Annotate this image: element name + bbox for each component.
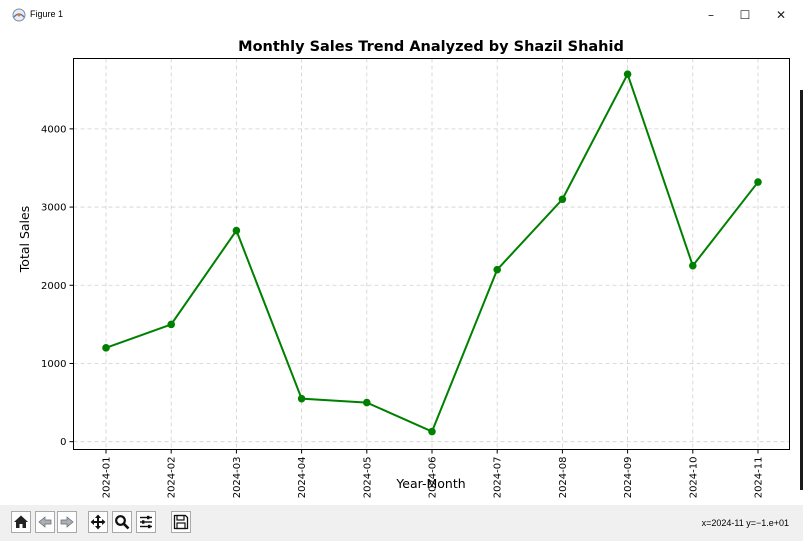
y-axis-label: Total Sales [17, 206, 32, 273]
y-axis-ticks: 0 1000 2000 3000 4000 [41, 124, 74, 448]
back-arrow-icon [38, 516, 52, 528]
y-tick-label: 0 [60, 437, 66, 448]
window-edge [800, 90, 803, 490]
x-axis-ticks: 2024-01 2024-02 2024-03 2024-04 2024-05 2024-… [102, 449, 765, 499]
y-tick-label: 1000 [41, 359, 66, 370]
x-tick-label: 2024-02 [167, 457, 178, 499]
home-icon [14, 515, 28, 528]
line-chart: Monthly Sales Trend Analyzed by Shazil S… [17, 39, 790, 499]
figure-app-icon [12, 8, 26, 22]
pan-icon [90, 514, 106, 530]
maximize-button[interactable]: ☐ [739, 8, 751, 22]
y-tick-label: 3000 [41, 203, 66, 214]
data-point-2024-04 [297, 394, 306, 403]
data-point-2024-05 [363, 398, 371, 407]
data-point-2024-07 [493, 265, 502, 274]
data-point-2024-10 [689, 261, 697, 270]
cursor-coordinates: x=2024-11 y=−1.e+01 [701, 518, 789, 528]
grid-lines [73, 58, 790, 450]
data-point-2024-03 [232, 226, 241, 235]
subplots-icon [140, 515, 152, 529]
close-button[interactable]: ✕ [775, 8, 787, 22]
save-icon [173, 514, 189, 530]
series-line [105, 71, 759, 433]
window-title: Figure 1 [30, 9, 64, 19]
subplots-button[interactable] [136, 511, 156, 533]
window-titlebar: Figure 1 – ☐ ✕ [0, 0, 803, 30]
zoom-button[interactable] [112, 511, 132, 533]
x-tick-label: 2024-09 [623, 457, 634, 499]
x-tick-label: 2024-07 [493, 457, 504, 499]
navigation-toolbar: x=2024-11 y=−1.e+01 [0, 505, 803, 541]
x-tick-label: 2024-08 [558, 457, 569, 499]
data-point-2024-08 [558, 195, 567, 204]
x-tick-label: 2024-03 [232, 457, 243, 499]
x-tick-label: 2024-06 [428, 457, 439, 499]
forward-button[interactable] [57, 511, 77, 533]
data-points [102, 70, 762, 436]
forward-arrow-icon [60, 516, 74, 528]
data-point-2024-01 [102, 344, 110, 352]
x-tick-label: 2024-01 [102, 457, 113, 499]
x-tick-label: 2024-10 [688, 457, 699, 499]
data-point-2024-09 [623, 70, 632, 78]
y-tick-label: 4000 [41, 124, 66, 135]
x-tick-label: 2024-04 [297, 457, 308, 499]
minimize-button[interactable]: – [708, 8, 714, 22]
save-button[interactable] [171, 511, 191, 533]
x-axis-label: Year-Month [395, 476, 465, 491]
pan-button[interactable] [88, 511, 108, 533]
zoom-icon [115, 515, 130, 530]
home-button[interactable] [11, 511, 31, 533]
chart-title: Monthly Sales Trend Analyzed by Shazil S… [238, 39, 624, 55]
data-point-2024-11 [754, 178, 762, 186]
x-tick-label: 2024-05 [362, 457, 373, 499]
x-tick-label: 2024-11 [754, 457, 765, 499]
back-button[interactable] [35, 511, 55, 533]
plot-area [73, 58, 790, 450]
y-tick-label: 2000 [41, 281, 66, 292]
data-point-2024-02 [167, 320, 175, 329]
data-point-2024-06 [428, 427, 436, 436]
